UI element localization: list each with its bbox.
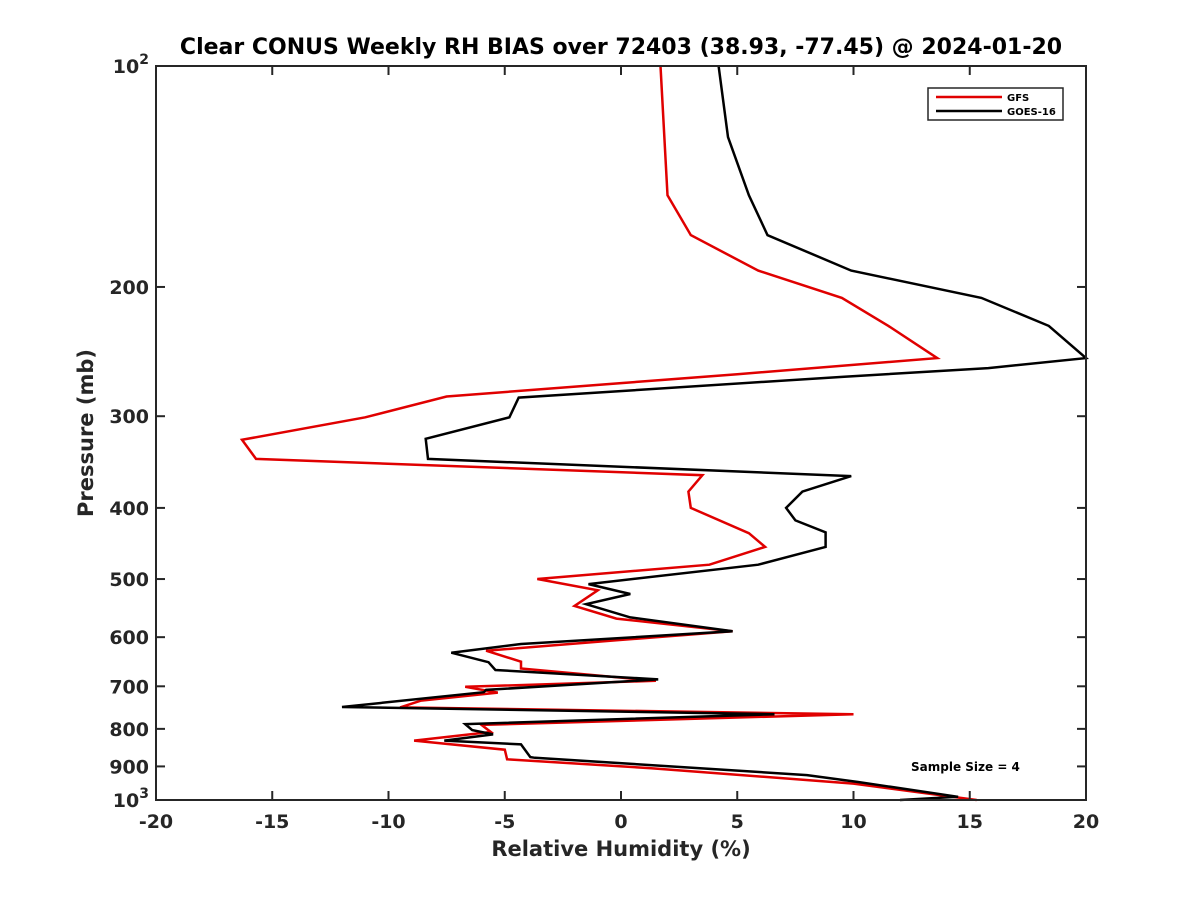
y-tick-label: 300 [109,406,149,428]
y-tick-label: 900 [109,756,149,778]
plot-frame [155,65,1087,801]
y-tick-label-exponent: 2 [139,52,149,68]
x-tick-label: 5 [731,811,744,833]
x-tick-label: 0 [614,811,627,833]
y-tick-label: 200 [109,277,149,299]
y-tick-label: 400 [109,498,149,520]
y-tick-label-base: 10 [113,790,139,812]
y-tick-label-base: 200 [109,277,149,299]
legend-label-goes-16: GOES-16 [1007,107,1056,118]
x-tick-label: 10 [840,811,866,833]
series-layer [239,65,1090,802]
x-tick-label: 15 [957,811,983,833]
y-tick-label: 500 [109,569,149,591]
x-tick-label: -5 [494,811,515,833]
x-tick-label: -10 [371,811,405,833]
y-tick-label: 102 [113,52,149,78]
y-tick-label-base: 700 [109,676,149,698]
y-tick-label-base: 800 [109,719,149,741]
chart-title: Clear CONUS Weekly RH BIAS over 72403 (3… [180,35,1062,60]
legend-box [927,87,1064,121]
sample-size-annotation: Sample Size = 4 [911,760,1020,774]
y-tick-label-exponent: 3 [139,786,149,802]
y-tick-label: 600 [109,627,149,649]
legend-label-gfs: GFS [1007,93,1029,104]
y-tick-label-base: 500 [109,569,149,591]
y-tick-label: 700 [109,676,149,698]
x-axis: -20 -15 -10 -5 0 5 10 15 20 [139,66,1099,833]
y-axis-label: Pressure (mb) [74,349,98,517]
x-tick-label: -20 [139,811,173,833]
x-tick-label: -15 [255,811,289,833]
x-axis-label: Relative Humidity (%) [491,837,750,861]
y-tick-label-base: 10 [113,56,139,78]
y-tick-label: 103 [113,786,149,812]
y-tick-label-base: 300 [109,406,149,428]
y-tick-label: 800 [109,719,149,741]
y-tick-label-base: 400 [109,498,149,520]
legend: GFS GOES-16 [927,87,1064,121]
series-line-goes-16 [341,65,1090,802]
x-tick-label: 20 [1073,811,1099,833]
y-tick-label-base: 600 [109,627,149,649]
series-line-gfs [239,65,977,802]
y-tick-label-base: 900 [109,756,149,778]
